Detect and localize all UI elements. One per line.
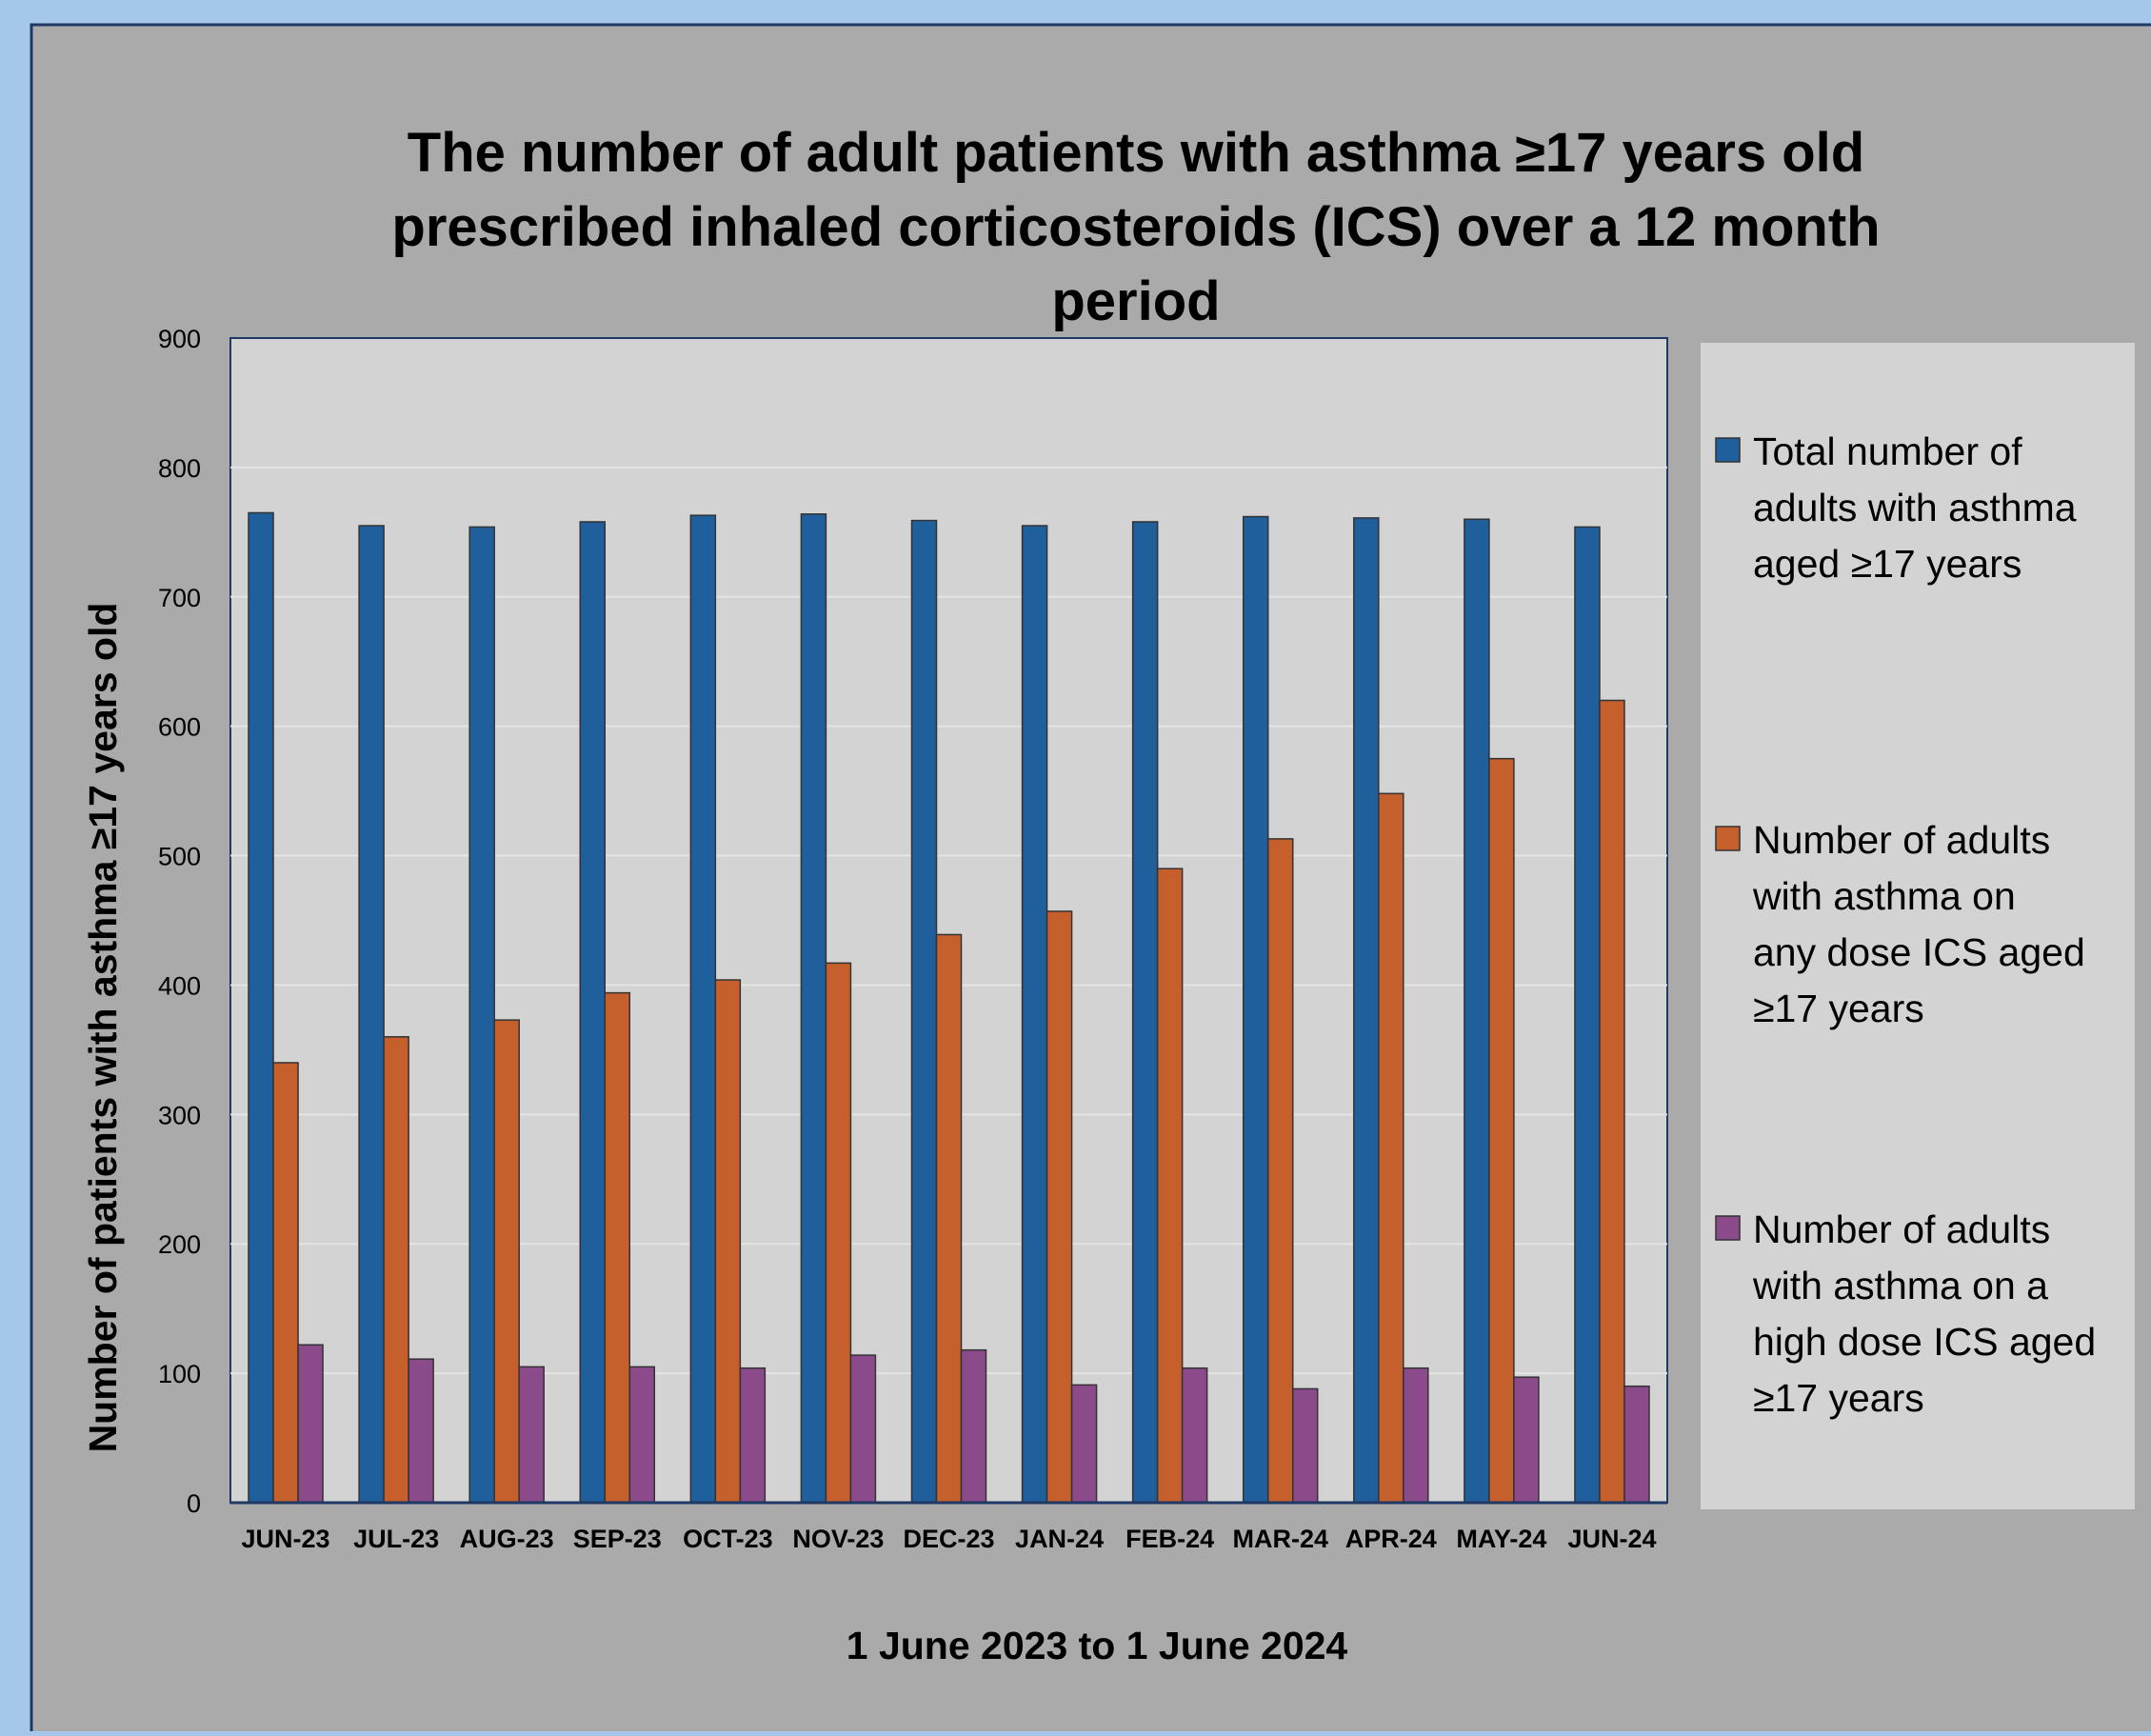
bar-series-2 <box>714 979 742 1504</box>
legend-label: aged ≥17 years <box>1753 542 2022 586</box>
legend-label: Total number of <box>1753 429 2022 473</box>
legend-swatch <box>1715 1215 1741 1241</box>
bar-series-2 <box>1599 699 1625 1504</box>
bar-series-3 <box>849 1354 877 1504</box>
legend-swatch <box>1715 826 1741 851</box>
bar-series-2 <box>1488 757 1515 1504</box>
x-axis-label: 1 June 2023 to 1 June 2024 <box>846 1624 1348 1667</box>
bar-series-3 <box>1513 1376 1540 1504</box>
legend-label: ≥17 years <box>1753 1376 1924 1420</box>
legend-swatch <box>1715 437 1741 463</box>
legend-area <box>1701 343 2135 1509</box>
y-tick-label: 300 <box>158 1101 201 1129</box>
bar-series-2 <box>272 1062 299 1504</box>
bar-series-2 <box>825 962 852 1504</box>
y-tick-label: 500 <box>158 843 201 871</box>
bar-series-1 <box>579 521 607 1504</box>
bar-series-2 <box>383 1036 409 1504</box>
chart-title-line-2: prescribed inhaled corticosteroids (ICS)… <box>391 196 1880 258</box>
y-tick-label: 900 <box>158 325 201 353</box>
legend: Total number of adults with asthma aged ≥1… <box>1715 429 2096 1420</box>
legend-label: any dose ICS aged <box>1753 930 2085 974</box>
chart-title-line-3: period <box>1051 270 1220 332</box>
bar-series-3 <box>1623 1385 1650 1504</box>
y-tick-label: 600 <box>158 713 201 742</box>
legend-label: Number of adults <box>1753 818 2050 862</box>
bar-series-3 <box>739 1367 767 1504</box>
x-tick-label: JUL-23 <box>353 1525 439 1553</box>
chart-title-line-1: The number of adult patients with asthma… <box>408 122 1864 184</box>
x-tick-label: JUN-24 <box>1567 1525 1656 1553</box>
y-tick-label: 0 <box>187 1489 201 1518</box>
y-tick-label: 700 <box>158 584 201 612</box>
x-tick-label: DEC-23 <box>903 1525 994 1553</box>
bar-series-1 <box>248 511 274 1504</box>
bar-series-3 <box>1291 1387 1319 1504</box>
y-tick-label: 400 <box>158 971 201 1000</box>
x-tick-label: SEP-23 <box>573 1525 662 1553</box>
bar-series-1 <box>1353 517 1380 1504</box>
bar-series-3 <box>960 1348 987 1504</box>
legend-label: with asthma on a <box>1752 1264 2048 1307</box>
bar-series-1 <box>1464 518 1490 1504</box>
x-tick-label: JAN-24 <box>1015 1525 1104 1553</box>
bar-series-2 <box>604 991 631 1504</box>
bars <box>248 511 1650 1504</box>
y-axis-label: Number of patients with asthma ≥17 years… <box>81 603 125 1453</box>
legend-label: adults with asthma <box>1753 486 2077 529</box>
x-tick-label: AUG-23 <box>460 1525 554 1553</box>
bar-series-1 <box>1021 525 1048 1504</box>
bar-series-1 <box>1574 526 1601 1504</box>
y-tick-label: 800 <box>158 454 201 483</box>
x-axis-ticks: JUN-23 JUL-23 AUG-23 SEP-23 OCT-23 NOV-23 DEC-… <box>242 1525 1657 1553</box>
bar-series-2 <box>1378 792 1404 1504</box>
bar-series-3 <box>518 1366 545 1504</box>
y-axis-ticks: 0 100 200 300 400 500 600 700 800 900 <box>158 325 201 1518</box>
x-tick-label: JUN-23 <box>242 1525 330 1553</box>
bar-series-2 <box>1156 868 1184 1504</box>
bar-series-3 <box>297 1344 324 1504</box>
legend-label: ≥17 years <box>1753 987 1924 1030</box>
legend-label: Number of adults <box>1753 1207 2050 1251</box>
bar-series-3 <box>1181 1367 1208 1504</box>
legend-label: high dose ICS aged <box>1753 1320 2096 1364</box>
x-tick-label: OCT-23 <box>683 1525 773 1553</box>
bar-series-2 <box>1266 838 1294 1504</box>
x-tick-label: MAR-24 <box>1232 1525 1328 1553</box>
bar-series-1 <box>910 519 938 1504</box>
bar-series-1 <box>468 526 495 1504</box>
x-tick-label: MAY-24 <box>1456 1525 1546 1553</box>
bar-series-2 <box>493 1019 520 1504</box>
bar-series-3 <box>408 1358 434 1504</box>
bar-series-1 <box>800 513 827 1504</box>
bar-series-3 <box>628 1366 656 1504</box>
x-tick-label: FEB-24 <box>1125 1525 1214 1553</box>
bar-series-3 <box>1070 1384 1098 1504</box>
bar-series-2 <box>935 933 963 1504</box>
bar-series-1 <box>1131 521 1159 1504</box>
bar-series-1 <box>689 514 717 1504</box>
bar-series-1 <box>1242 515 1269 1504</box>
x-tick-label: NOV-23 <box>792 1525 884 1553</box>
bar-series-3 <box>1403 1367 1429 1504</box>
bar-series-2 <box>1046 910 1073 1504</box>
y-tick-label: 200 <box>158 1230 201 1259</box>
bar-series-1 <box>358 525 385 1504</box>
legend-label: with asthma on <box>1752 874 2016 918</box>
x-tick-label: APR-24 <box>1345 1525 1437 1553</box>
y-tick-label: 100 <box>158 1360 201 1388</box>
